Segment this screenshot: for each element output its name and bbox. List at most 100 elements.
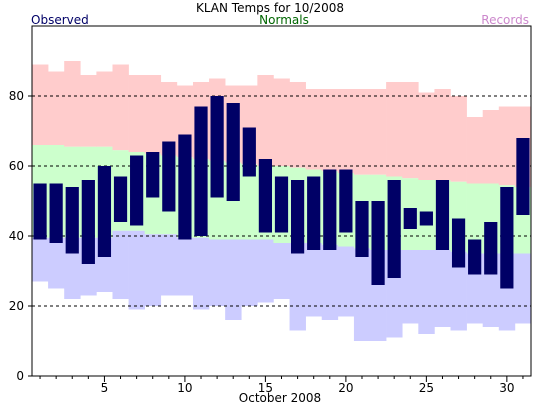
- record-high-band: [386, 82, 403, 177]
- y-tick-label: 20: [9, 299, 24, 313]
- observed-bar: [49, 183, 63, 243]
- observed-bar: [97, 166, 112, 257]
- record-high-band: [450, 96, 467, 182]
- record-high-band: [337, 89, 355, 173]
- observed-bar: [516, 138, 530, 215]
- record-low-band: [289, 243, 306, 331]
- observed-bar: [258, 159, 273, 233]
- record-low-band: [305, 243, 323, 317]
- record-high-band: [498, 106, 516, 186]
- x-tick-label: 5: [101, 381, 109, 395]
- record-high-band: [370, 89, 387, 175]
- y-tick-label: 80: [9, 89, 24, 103]
- observed-bar: [403, 208, 417, 229]
- record-low-band: [434, 250, 451, 327]
- observed-bar: [242, 127, 256, 177]
- record-low-band: [514, 253, 532, 324]
- y-tick-label: 60: [9, 159, 24, 173]
- observed-bar: [500, 187, 514, 289]
- record-low-band: [337, 246, 355, 317]
- x-tick-label: 25: [419, 381, 434, 395]
- observed-bar: [274, 176, 289, 233]
- record-low-band: [160, 234, 178, 296]
- observed-bar: [484, 222, 498, 275]
- observed-bar: [307, 176, 321, 250]
- record-high-band: [32, 64, 49, 145]
- record-low-band: [128, 230, 145, 310]
- record-high-band: [353, 89, 371, 175]
- observed-bar: [146, 152, 160, 198]
- x-tick-label: 15: [258, 381, 273, 395]
- record-low-band: [402, 250, 419, 324]
- observed-bar: [435, 180, 450, 250]
- record-low-band: [48, 237, 65, 289]
- observed-bars: [33, 96, 530, 289]
- observed-bar: [33, 183, 47, 240]
- record-high-band: [466, 117, 484, 184]
- record-low-band: [257, 239, 274, 303]
- observed-bar: [451, 218, 466, 268]
- observed-bar: [387, 180, 401, 278]
- x-tick-label: 20: [338, 381, 353, 395]
- record-low-band: [144, 234, 162, 306]
- legend-normals: Normals: [259, 13, 309, 27]
- record-high-band: [289, 82, 306, 168]
- record-low-band: [112, 230, 129, 299]
- observed-bar: [210, 96, 224, 198]
- normal-band: [241, 164, 258, 240]
- x-tick-label: 30: [499, 381, 514, 395]
- observed-bar: [113, 176, 128, 222]
- record-high-band: [418, 92, 435, 180]
- record-high-band: [160, 82, 178, 156]
- observed-bar: [371, 201, 385, 285]
- legend-records: Records: [481, 13, 529, 27]
- record-low-band: [450, 251, 467, 331]
- observed-bar: [468, 239, 482, 275]
- record-high-band: [64, 61, 81, 147]
- record-low-band: [241, 239, 258, 306]
- record-low-band: [192, 237, 210, 310]
- record-low-band: [225, 239, 242, 320]
- record-high-band: [402, 82, 419, 179]
- record-high-band: [128, 75, 145, 152]
- record-low-band: [321, 244, 339, 320]
- record-low-band: [273, 243, 290, 299]
- observed-bar: [419, 211, 433, 226]
- record-high-band: [48, 71, 65, 145]
- record-bands: [32, 61, 532, 341]
- observed-bar: [65, 187, 79, 254]
- legend-observed: Observed: [31, 13, 89, 27]
- record-low-band: [32, 237, 49, 282]
- y-tick-label: 40: [9, 229, 24, 243]
- record-low-band: [176, 237, 194, 296]
- observed-bar: [178, 134, 192, 240]
- x-axis-label: October 2008: [239, 391, 321, 405]
- observed-bar: [194, 106, 208, 236]
- record-high-band: [144, 75, 162, 154]
- record-high-band: [273, 78, 290, 166]
- x-tick-label: 10: [177, 381, 192, 395]
- observed-bar: [323, 169, 337, 250]
- record-high-band: [305, 89, 323, 170]
- record-high-band: [112, 64, 129, 151]
- record-high-band: [482, 110, 500, 184]
- observed-bar: [162, 141, 176, 212]
- chart-title: KLAN Temps for 10/2008: [196, 1, 344, 15]
- record-high-band: [257, 75, 274, 166]
- axes: 0 20 40 60 80 5 10 15 20 25 30: [9, 89, 524, 395]
- observed-bar: [130, 155, 144, 226]
- record-high-band: [96, 71, 113, 147]
- record-high-band: [80, 75, 97, 147]
- observed-bar: [81, 180, 95, 264]
- observed-bar: [355, 201, 369, 257]
- record-low-band: [209, 239, 226, 306]
- observed-bar: [226, 103, 240, 201]
- record-low-band: [353, 248, 371, 341]
- observed-bar: [290, 180, 305, 254]
- record-high-band: [321, 89, 339, 172]
- record-high-band: [434, 89, 451, 180]
- record-low-band: [418, 250, 435, 334]
- y-tick-label: 0: [16, 369, 24, 383]
- observed-bar: [339, 169, 353, 233]
